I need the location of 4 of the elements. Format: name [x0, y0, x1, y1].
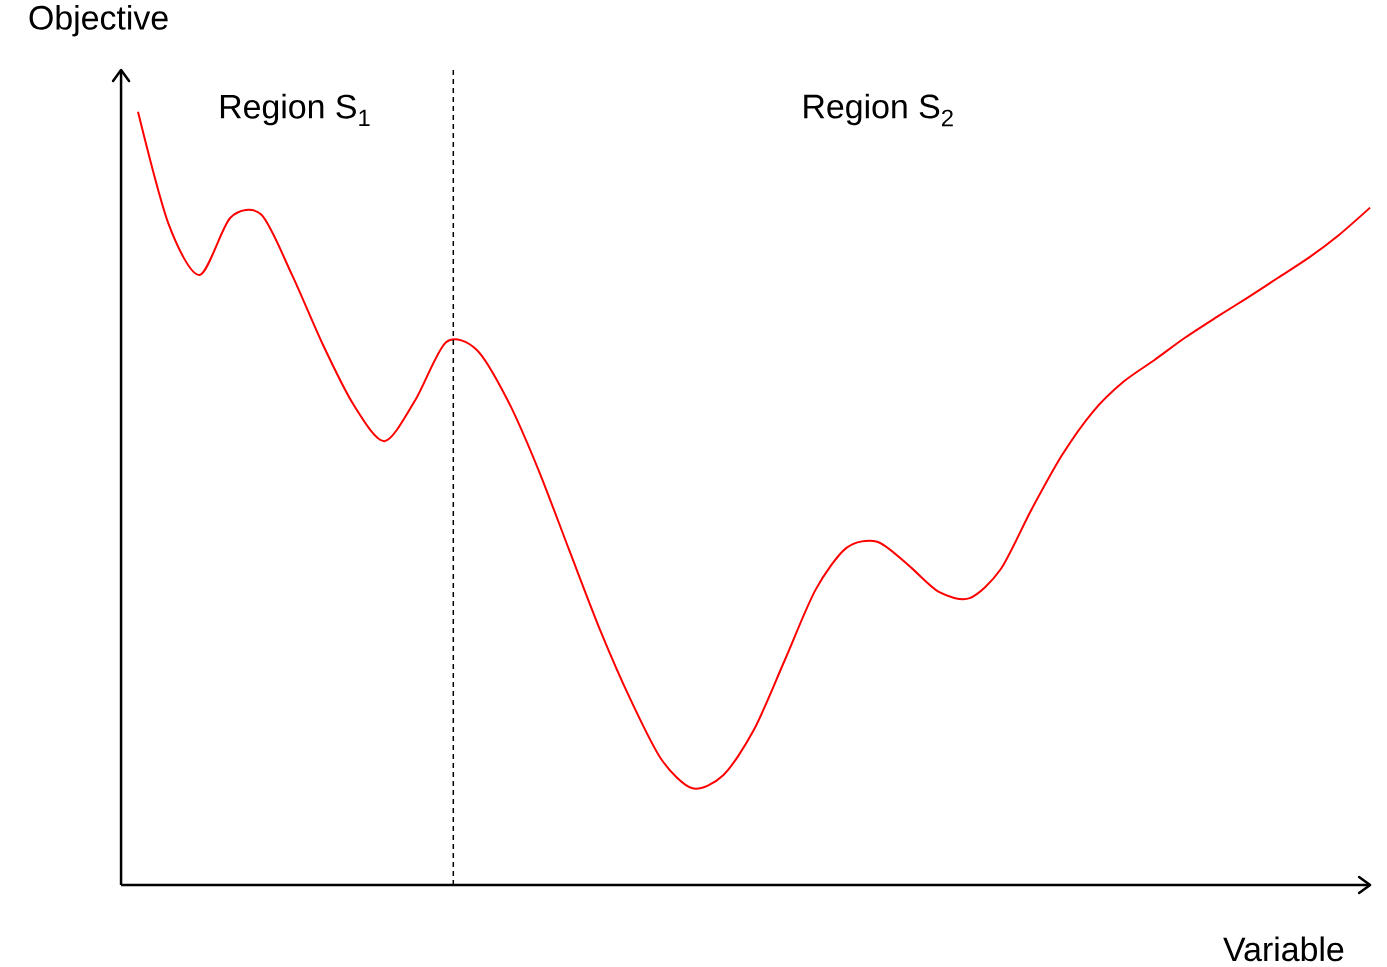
annotation: Region S$_{2}$: [804, 93, 953, 127]
annotation: Region S$_{1}$: [220, 93, 370, 127]
x-axis-title: Variable: [1223, 936, 1344, 962]
y-axis-title: Objective: [29, 4, 168, 37]
